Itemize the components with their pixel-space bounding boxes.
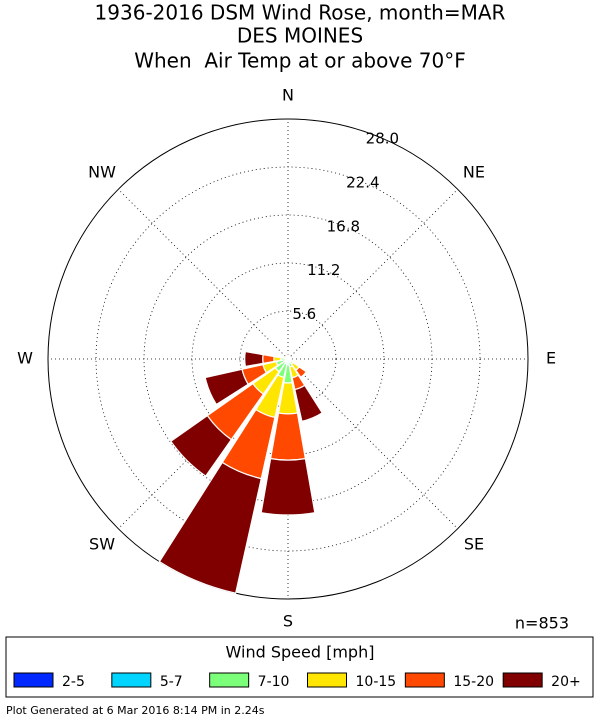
direction-label: NW xyxy=(88,163,116,182)
footer: Plot Generated at 6 Mar 2016 8:14 PM in … xyxy=(6,704,265,717)
legend-label: 7-10 xyxy=(258,674,290,690)
chart-title: 1936-2016 DSM Wind Rose, month=MAR xyxy=(95,1,506,25)
grid-ring xyxy=(191,262,385,456)
legend-box xyxy=(5,636,594,698)
wind-segment xyxy=(262,353,275,365)
legend-label: 20+ xyxy=(551,674,581,690)
wind-segment xyxy=(285,355,289,358)
legend-swatch xyxy=(209,672,250,688)
legend-label: 15-20 xyxy=(453,674,494,690)
direction-label: S xyxy=(283,612,293,631)
legend-label: 2-5 xyxy=(62,674,85,690)
wind-segment xyxy=(260,457,316,516)
wind-segment xyxy=(273,355,282,363)
legend-label: 10-15 xyxy=(356,674,397,690)
legend-swatch xyxy=(13,672,54,688)
direction-label: SW xyxy=(89,534,115,553)
legend-swatch xyxy=(404,672,445,688)
spoke xyxy=(287,358,458,529)
legend-label: 5-7 xyxy=(160,674,183,690)
legend-swatch xyxy=(307,672,347,688)
wind-segment xyxy=(269,412,307,461)
direction-label: N xyxy=(282,86,294,105)
grid-ring xyxy=(143,214,433,504)
count-label: n=853 xyxy=(515,614,569,633)
r-tick-label: 16.8 xyxy=(327,217,360,235)
direction-label: NE xyxy=(463,163,485,182)
wind-segment xyxy=(170,414,233,477)
legend-title: Wind Speed [mph] xyxy=(226,643,375,662)
outer-ring xyxy=(47,118,529,600)
wind-segment xyxy=(158,461,262,594)
wind-segment xyxy=(295,366,308,379)
spoke xyxy=(118,189,289,360)
r-tick-label: 11.2 xyxy=(307,261,340,279)
wind-segment xyxy=(281,355,285,359)
wind-segment xyxy=(244,350,264,368)
wind-segment xyxy=(287,355,291,358)
wind-segment xyxy=(204,368,250,406)
legend-swatch xyxy=(111,672,152,688)
spoke xyxy=(287,189,458,360)
grid-ring xyxy=(239,310,337,408)
wind-segment xyxy=(294,384,324,423)
grid-ring xyxy=(95,166,481,552)
chart-subtitle: DES MOINES xyxy=(237,24,363,48)
legend-swatch xyxy=(502,672,543,688)
r-tick-label: 22.4 xyxy=(346,173,379,191)
chart-condition: When Air Temp at or above 70°F xyxy=(134,49,466,73)
direction-label: SE xyxy=(464,534,484,553)
r-tick-label: 5.6 xyxy=(292,305,316,323)
direction-label: W xyxy=(17,349,33,368)
direction-label: E xyxy=(546,349,556,368)
r-tick-label: 28.0 xyxy=(366,130,399,148)
